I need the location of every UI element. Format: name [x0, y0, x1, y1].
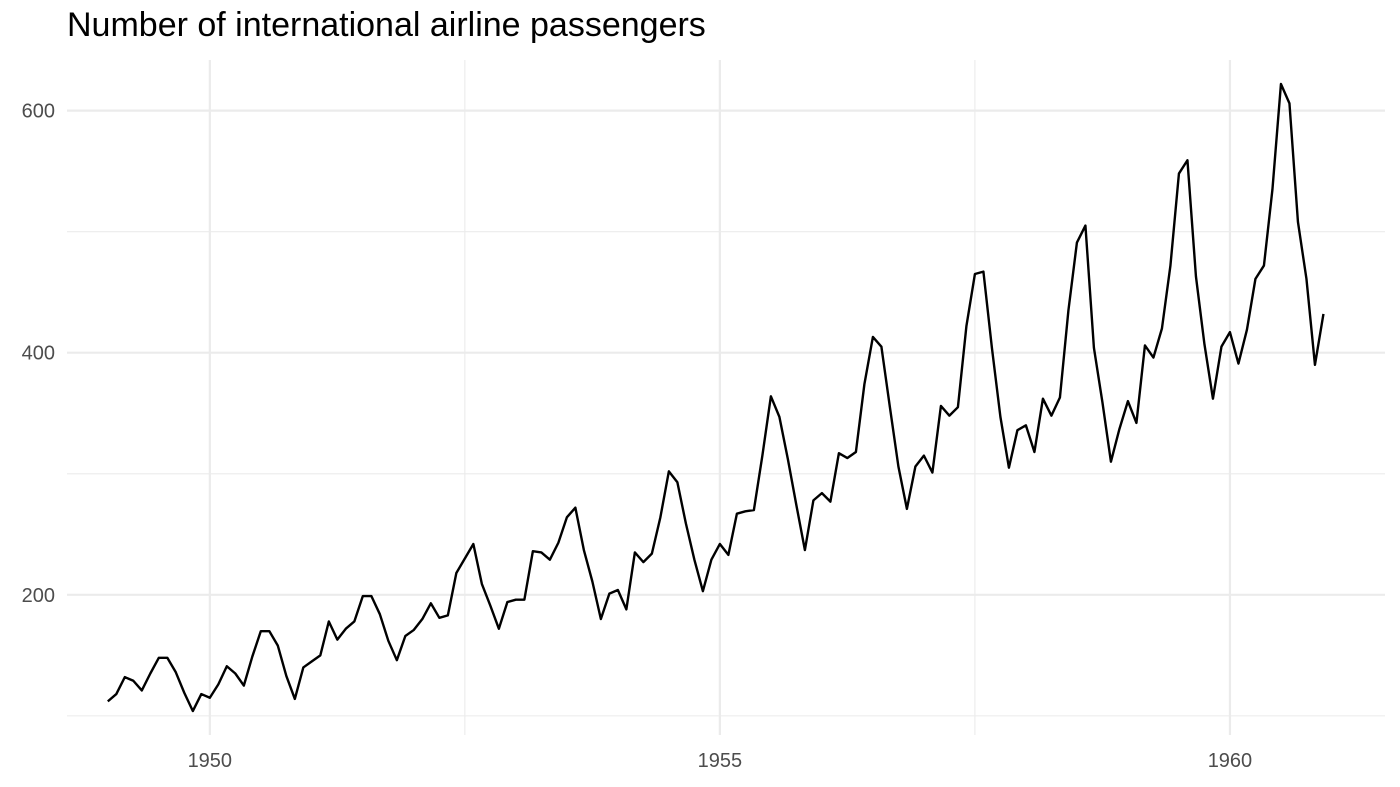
- x-tick-label: 1950: [188, 750, 233, 772]
- y-axis-labels: 200 400 600: [22, 101, 55, 607]
- x-axis-labels: 1950 1955 1960: [188, 750, 1253, 772]
- x-tick-label: 1955: [698, 750, 743, 772]
- y-tick-label: 400: [22, 343, 55, 365]
- minor-gridlines: [67, 60, 1385, 735]
- series-layer: [107, 82, 1325, 713]
- major-gridlines: [67, 60, 1385, 735]
- y-tick-label: 600: [22, 101, 55, 123]
- passengers-series-line: [107, 82, 1325, 713]
- chart-title: Number of international airline passenge…: [67, 6, 706, 44]
- x-tick-label: 1960: [1208, 750, 1253, 772]
- y-tick-label: 200: [22, 585, 55, 607]
